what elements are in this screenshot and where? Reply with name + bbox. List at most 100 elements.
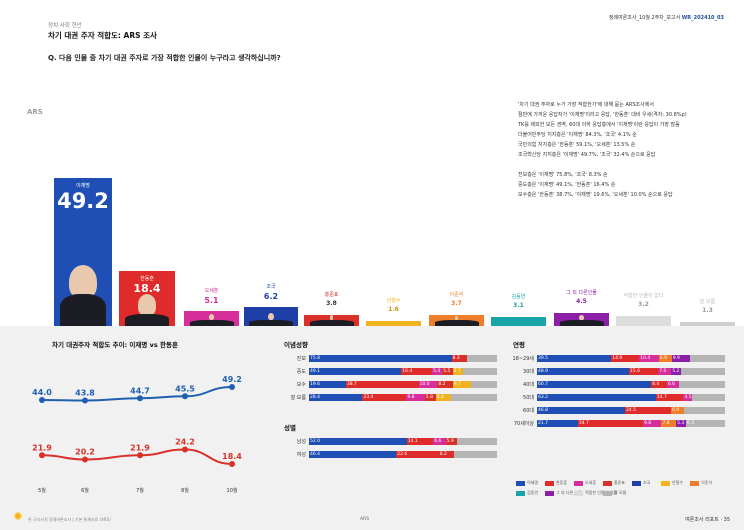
legend-swatch-icon: [516, 490, 525, 496]
stacked-segment: 49.1: [309, 368, 402, 375]
stacked-row: 50대 63.2 14.7 4.5: [504, 391, 726, 404]
legend-item: 김동연: [516, 490, 545, 496]
portrait-head-icon: [579, 314, 584, 320]
stacked-segment: 34.7: [577, 420, 644, 427]
legend-item: 이준석: [690, 480, 719, 486]
stacked-segment: 7.0: [658, 368, 672, 375]
stacked-bar: 48.9 15.6 7.0 5.2: [537, 368, 725, 375]
trend-point: [82, 456, 88, 463]
trend-line-chart: 44.0 43.8 44.7 45.5 49.2 21.9 20.2 21.9 24.2 18.4…: [32, 375, 242, 494]
stacked-segment: 5.9: [445, 438, 457, 445]
stacked-segment: 5.8: [424, 394, 436, 401]
ideology-title: 이념성향: [284, 341, 308, 349]
stacked-bar: 46.8 24.5 6.9: [537, 407, 725, 414]
stacked-segment: 6.6: [666, 381, 680, 388]
bar-2: [119, 270, 175, 326]
legend-label: 그 외 다른 인물: [556, 490, 582, 495]
bar-name-label: 적합한 인물이 없다: [623, 293, 664, 300]
bar-value-label: 3.2: [638, 301, 649, 309]
stacked-bar: 21.7 34.7 9.8 7.8 5.3 6.3: [537, 420, 725, 427]
trend-point: [229, 461, 235, 467]
stacked-segment: 8.3: [451, 355, 468, 362]
trend-x-tick: 5월: [38, 487, 46, 494]
stacked-segment: 4.5: [683, 394, 692, 401]
stacked-segment: 6.6: [433, 438, 446, 445]
question-text: Q. 다음 인물 중 차기 대권 주자로 가장 적합한 인물이 누구라고 생각하…: [48, 54, 281, 62]
stacked-row-label: 진보: [296, 356, 306, 362]
footer-source: 한 국리서치 정례여론조사 | 기본 통계자료 (ARS): [28, 517, 111, 522]
note-line: [518, 160, 718, 170]
note-line: 보수층은 '한동훈' 38.7%, '이재명' 19.6%, '오세훈' 10.…: [518, 192, 673, 198]
bar-6: [366, 321, 421, 326]
stacked-row: 진보 75.8 8.3: [276, 352, 498, 365]
bar-4: [244, 307, 298, 326]
stacked-bar: 28.4 23.4 9.8 5.8 8.4: [309, 394, 497, 401]
bar-7: [429, 314, 484, 326]
legend-label: 홍준표: [614, 480, 626, 485]
legend-swatch-icon: [661, 480, 670, 486]
stacked-row-label: 60대: [523, 408, 534, 414]
trend-point: [137, 395, 143, 402]
trend-point: [39, 397, 45, 403]
bar-name-label: 그 외 다른인물: [566, 289, 597, 296]
stacked-segment: 48.9: [537, 368, 629, 375]
stacked-segment: 38.7: [345, 381, 419, 388]
bar-9: [554, 312, 609, 326]
legend-label: 잘 모름: [614, 490, 627, 495]
bar-value-label: 3.1: [513, 301, 524, 309]
stacked-bar: 19.6 38.7 10.0 8.2 9.7: [309, 381, 497, 388]
legend-item: 오세훈: [574, 480, 603, 486]
stacked-segment: 46.4: [309, 451, 397, 458]
bar-11: [680, 322, 735, 326]
note-line: '차기 대권 주자로 누가 가장 적합한가'에 대해 묻는 ARS조사에서: [518, 102, 654, 108]
bar-value-label: 5.1: [204, 295, 219, 305]
stacked-row-label: 남성: [296, 439, 306, 445]
legend-swatch-icon: [690, 480, 699, 486]
trend-point: [182, 446, 188, 453]
trend-point: [182, 393, 188, 400]
note-line: 국민의힘 지지층은 '한동훈' 59.1%, '오세훈' 13.5% 순: [518, 142, 636, 148]
bar-8: [491, 316, 546, 326]
trend-value-label: 44.7: [130, 386, 150, 395]
stacked-bar: 60.7 8.4 6.6: [537, 381, 725, 388]
gender-title: 성별: [284, 424, 296, 432]
legend-swatch-icon: [603, 480, 612, 486]
portrait-body-icon: [124, 313, 170, 326]
stacked-row-label: 50대: [523, 395, 534, 401]
bar-name-label: 이재명: [76, 183, 90, 190]
stacked-segment: [691, 394, 725, 401]
trend-title: 차기 대권주자 적합도 추이: 이재명 vs 한동훈: [52, 341, 178, 349]
bar-value-label: 1.3: [702, 307, 713, 314]
stacked-segment: 8.2: [438, 451, 455, 458]
bar-value-label: 3.7: [451, 299, 462, 307]
stacked-segment: [690, 355, 725, 362]
bar-name-label: 잘 모름: [699, 299, 716, 305]
sun-logo-icon: [12, 510, 24, 522]
stacked-row-label: 40대: [523, 382, 534, 388]
trend-value-label: 49.2: [222, 375, 242, 384]
stacked-row: 보수 19.6 38.7 10.0 8.2 9.7: [276, 378, 498, 391]
ars-label: ARS: [27, 108, 43, 116]
portrait-body-icon: [189, 319, 234, 326]
bar-name-label: 조국: [266, 284, 276, 291]
legend-swatch-icon: [516, 480, 525, 486]
note-line: 절반에 가까운 응답자가 '이재명'이라고 응답, '한동훈' 대비 우세(격차…: [518, 112, 687, 118]
legend-item: 적합한 인물이 없음: [574, 490, 617, 496]
bar-name-label: 홍준표: [324, 291, 339, 298]
stacked-row: 18~29세 39.5 14.9 10.4 6.9 9.9: [504, 352, 726, 365]
gender-stacked-chart: 남성 52.0 14.1 6.6 5.9 여성 46.4 22.6 8.2: [276, 435, 498, 461]
bar-value-label: 6.2: [263, 292, 279, 302]
legend-item: 그 외 다른 인물: [545, 490, 582, 496]
portrait-head-icon: [454, 315, 459, 320]
stacked-bar: 39.5 14.9 10.4 6.9 9.9: [537, 355, 725, 362]
stacked-segment: 15.6: [628, 368, 659, 375]
stacked-bar: 63.2 14.7 4.5: [537, 394, 725, 401]
stacked-row: 잘 모름 28.4 23.4 9.8 5.8 8.4: [276, 391, 498, 404]
legend-label: 적합한 인물이 없음: [585, 490, 617, 495]
legend-swatch-icon: [632, 480, 641, 486]
trend-value-label: 24.2: [175, 438, 195, 447]
portrait-body-icon: [309, 319, 354, 326]
stacked-segment: [679, 381, 725, 388]
portrait-head-icon: [137, 294, 157, 317]
